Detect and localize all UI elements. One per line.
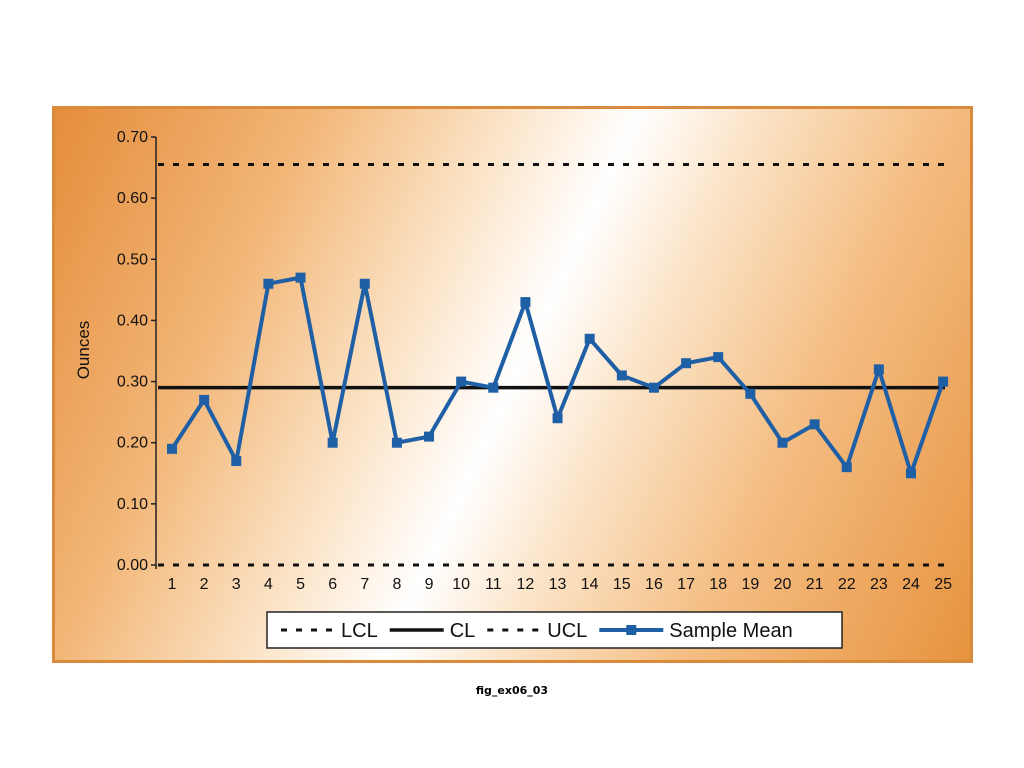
sample-mean-point xyxy=(295,272,306,283)
y-tick-label: 0.40 xyxy=(117,312,148,329)
sample-mean-point xyxy=(199,394,210,405)
y-tick-label: 0.70 xyxy=(117,129,148,146)
sample-mean-point xyxy=(905,468,916,479)
sample-mean-point xyxy=(681,358,692,369)
sample-mean-point xyxy=(359,278,370,289)
x-tick-label: 16 xyxy=(645,576,663,593)
x-tick-label: 20 xyxy=(774,576,792,593)
sample-mean-point xyxy=(456,376,467,387)
sample-mean-point xyxy=(745,388,756,399)
y-tick-label: 0.30 xyxy=(117,374,148,391)
sample-mean-point xyxy=(584,333,595,344)
sample-mean-line xyxy=(170,275,945,476)
sample-mean-point xyxy=(167,443,177,454)
sample-mean-point xyxy=(841,462,852,473)
sample-mean-point xyxy=(713,352,724,363)
y-axis-ticks: 0.00 0.10 0.20 0.30 0.40 0.50 0.60 0.70 xyxy=(117,129,156,574)
legend-marker xyxy=(626,625,637,635)
x-tick-label: 3 xyxy=(232,576,241,593)
x-tick-label: 1 xyxy=(168,576,177,593)
sample-mean-series xyxy=(167,272,949,479)
x-tick-label: 15 xyxy=(613,576,631,593)
x-tick-label: 25 xyxy=(934,576,952,593)
y-axis-title: Ounces xyxy=(74,321,93,380)
x-tick-label: 7 xyxy=(360,576,369,593)
x-tick-label: 23 xyxy=(870,576,888,593)
x-tick-label: 9 xyxy=(425,576,434,593)
x-tick-label: 24 xyxy=(902,576,920,593)
sample-mean-point xyxy=(263,278,274,289)
sample-mean-point xyxy=(520,297,531,308)
sample-mean-point xyxy=(391,437,402,448)
x-tick-label: 10 xyxy=(452,576,470,593)
x-tick-label: 22 xyxy=(838,576,856,593)
legend-box xyxy=(266,611,843,649)
x-tick-label: 2 xyxy=(200,576,209,593)
x-tick-label: 5 xyxy=(296,576,305,593)
x-tick-label: 14 xyxy=(581,576,599,593)
legend: LCL CL UCL Sample Mean xyxy=(266,611,843,649)
x-tick-label: 4 xyxy=(264,576,273,593)
sample-mean-point xyxy=(777,437,788,448)
sample-mean-point xyxy=(809,419,820,430)
sample-mean-point xyxy=(488,382,499,393)
x-tick-label: 19 xyxy=(741,576,759,593)
x-tick-label: 17 xyxy=(677,576,695,593)
x-tick-label: 6 xyxy=(328,576,337,593)
y-tick-label: 0.00 xyxy=(117,557,148,574)
y-tick-label: 0.50 xyxy=(117,251,148,268)
x-tick-label: 12 xyxy=(517,576,535,593)
y-tick-label: 0.20 xyxy=(117,435,148,452)
legend-label: UCL xyxy=(547,620,587,642)
sample-mean-point xyxy=(648,382,659,393)
x-tick-label: 18 xyxy=(709,576,727,593)
legend-label: CL xyxy=(450,620,476,642)
sample-mean-point xyxy=(327,437,338,448)
sample-mean-point xyxy=(552,413,563,424)
x-tick-label: 13 xyxy=(549,576,567,593)
sample-mean-point xyxy=(616,370,627,381)
control-limit-lines xyxy=(158,163,945,567)
legend-label: LCL xyxy=(341,620,378,642)
sample-mean-point xyxy=(938,376,949,387)
x-tick-label: 21 xyxy=(806,576,824,593)
x-axis-ticks: 1 2 3 4 5 6 7 8 9 10 11 12 13 14 15 16 17 18 19 20 21 22 23 24 2… xyxy=(168,576,953,593)
x-tick-label: 11 xyxy=(485,576,502,593)
sample-mean-point xyxy=(231,456,242,467)
sample-mean-point xyxy=(873,364,884,375)
legend-label: Sample Mean xyxy=(669,620,792,642)
y-tick-label: 0.60 xyxy=(117,190,148,207)
sample-mean-point xyxy=(424,431,435,442)
x-tick-label: 8 xyxy=(392,576,401,593)
figure-caption: fig_ex06_03 xyxy=(475,684,549,697)
y-tick-label: 0.10 xyxy=(117,496,148,513)
